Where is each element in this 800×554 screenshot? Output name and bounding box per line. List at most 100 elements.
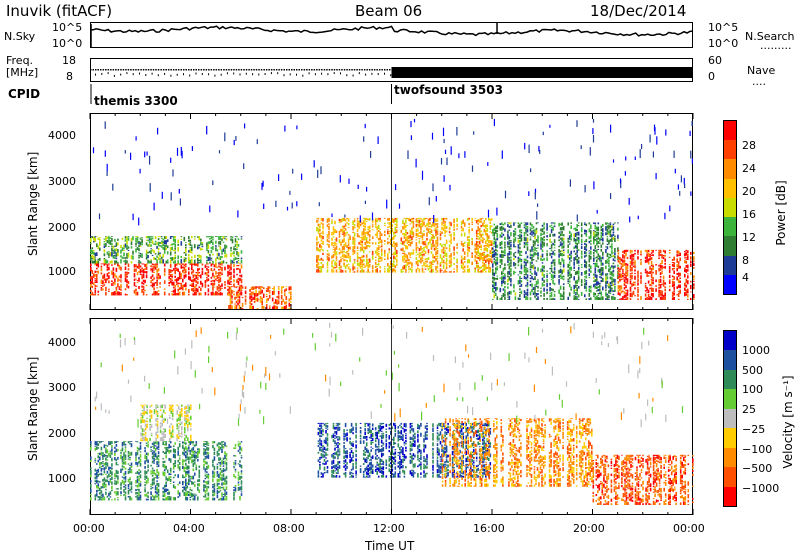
freq-point (376, 69, 378, 71)
heatmap-cell (237, 293, 239, 298)
heatmap-sparse-cell (410, 121, 412, 128)
heatmap-cell (593, 284, 595, 288)
heatmap-cell (105, 447, 107, 450)
freq-point (348, 69, 351, 71)
heatmap-cell (480, 233, 482, 238)
freq-tick-low: 8 (66, 70, 73, 83)
heatmap-cell (523, 234, 526, 237)
heatmap-cell (160, 245, 163, 248)
heatmap-cell (144, 494, 146, 497)
heatmap-cell (200, 255, 202, 259)
heatmap-cell (221, 292, 223, 296)
heatmap-cell (213, 268, 216, 271)
heatmap-cell (617, 227, 619, 231)
heatmap-cell (225, 475, 228, 480)
freq-point (225, 69, 228, 71)
heatmap-cell (526, 291, 529, 296)
heatmap-cell (358, 220, 360, 226)
heatmap-cell (334, 229, 336, 234)
heatmap-cell (103, 477, 106, 481)
heatmap-cell (496, 256, 499, 262)
heatmap-cell (491, 232, 493, 234)
heatmap-cell (429, 270, 431, 273)
heatmap-cell (453, 246, 455, 251)
heatmap-cell (150, 464, 152, 467)
heatmap-cell (417, 260, 419, 265)
heatmap-cell (687, 264, 689, 269)
heatmap-cell (597, 222, 600, 225)
heatmap-cell (477, 219, 479, 223)
heatmap-cell (552, 251, 554, 255)
heatmap-cell (197, 258, 199, 262)
heatmap-cell (580, 255, 583, 259)
heatmap-cell (186, 473, 189, 476)
heatmap-cell (105, 479, 107, 483)
heatmap-cell (216, 465, 219, 470)
heatmap-cell (456, 268, 458, 273)
heatmap-sparse-cell (371, 212, 374, 221)
heatmap-cell (374, 259, 377, 262)
heatmap-cell (558, 231, 560, 234)
heatmap-cell (343, 250, 345, 253)
heatmap-cell (409, 242, 412, 247)
heatmap-cell (151, 249, 154, 252)
heatmap-cell (218, 448, 220, 452)
heatmap-cell (182, 451, 184, 455)
heatmap-cell (198, 476, 201, 479)
heatmap-cell (182, 481, 184, 486)
heatmap-cell (596, 286, 598, 290)
heatmap-cell (124, 454, 127, 459)
heatmap-cell (127, 487, 130, 490)
heatmap-cell (163, 469, 166, 472)
heatmap-cell (195, 291, 198, 296)
heatmap-cell (185, 446, 187, 450)
heatmap-cell (121, 462, 124, 465)
heatmap-cell (91, 254, 94, 258)
heatmap-cell (334, 251, 336, 256)
heatmap-cell (157, 483, 160, 488)
heatmap-cell (507, 230, 509, 234)
noise-right-tick-high: 10^5 (708, 21, 739, 34)
heatmap-cell (331, 220, 333, 224)
heatmap-sparse-cell (528, 191, 530, 196)
heatmap-cell (453, 257, 455, 260)
freq-point (210, 69, 213, 71)
heatmap-cell (154, 448, 157, 452)
heatmap-cell (161, 436, 163, 442)
heatmap-cell (204, 472, 207, 474)
heatmap-cell (418, 268, 421, 273)
heatmap-cell (240, 484, 243, 486)
heatmap-cell (204, 494, 207, 498)
heatmap-cell (540, 236, 542, 241)
heatmap-cell (168, 268, 170, 274)
heatmap-cell (126, 275, 128, 278)
heatmap-cell (552, 261, 554, 264)
heatmap-cell (112, 284, 115, 286)
heatmap-cell (140, 404, 142, 406)
heatmap-cell (197, 278, 199, 281)
heatmap-cell (477, 226, 479, 230)
heatmap-cell (228, 305, 230, 309)
heatmap-cell (316, 217, 318, 219)
heatmap-cell (594, 257, 597, 259)
heatmap-cell (139, 445, 142, 450)
heatmap-cell (153, 471, 155, 475)
heatmap-cell (198, 271, 201, 274)
heatmap-cell (216, 252, 219, 256)
heatmap-cell (145, 475, 148, 479)
heatmap-cell (685, 252, 688, 256)
heatmap-cell (141, 263, 143, 265)
heatmap-cell (561, 233, 563, 236)
heatmap-cell (501, 276, 503, 281)
freq-units-label: [MHz] (6, 66, 39, 79)
heatmap-cell (159, 409, 162, 412)
heatmap-cell (495, 229, 497, 234)
heatmap-cell (100, 468, 103, 472)
heatmap-cell (234, 286, 236, 288)
heatmap-cell (611, 265, 613, 268)
heatmap-cell (424, 265, 427, 268)
heatmap-cell (519, 229, 521, 233)
heatmap-cell (359, 237, 362, 239)
heatmap-cell (236, 248, 238, 250)
heatmap-cell (236, 279, 238, 283)
